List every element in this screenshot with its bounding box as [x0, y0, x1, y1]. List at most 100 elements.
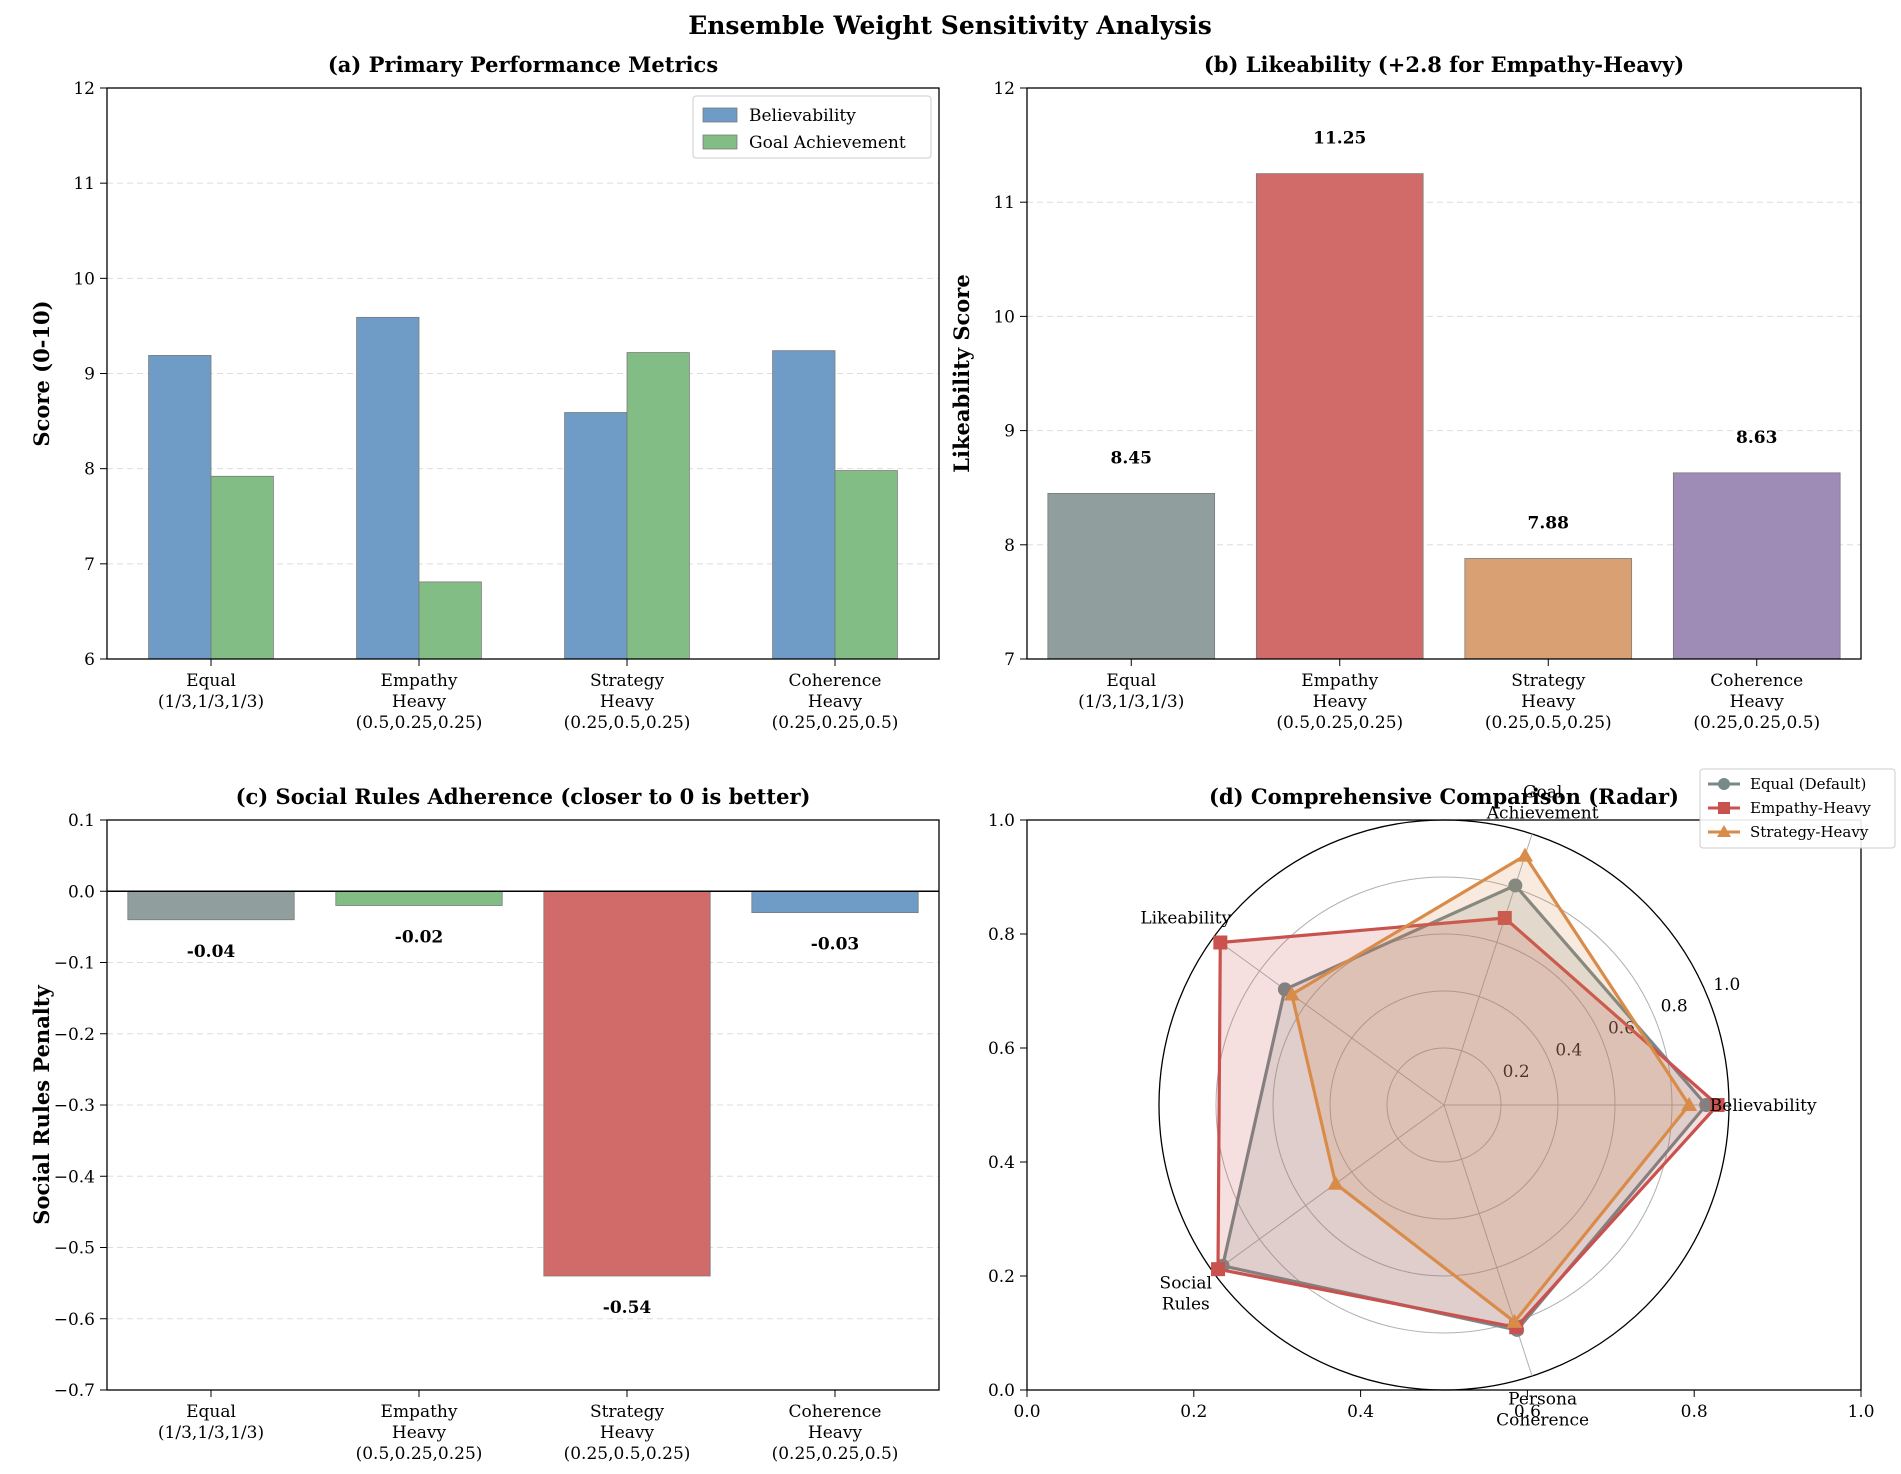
radar-axis-label: Social: [1160, 1274, 1212, 1294]
legend-label: Equal (Default): [1750, 775, 1866, 793]
radar-r-tick-label: 0.4: [1555, 1040, 1582, 1060]
radar-axis-label: Persona: [1508, 1390, 1577, 1410]
bar: [543, 890, 711, 1277]
bar: [1047, 493, 1216, 660]
y-tick-label: 8: [1004, 536, 1015, 556]
y-tick-label: 0.6: [988, 1039, 1015, 1059]
y-tick-label: 9: [1004, 422, 1015, 442]
y-tick-label: 0.1: [68, 811, 95, 831]
x-tick-label: Heavy: [392, 692, 447, 712]
bar: [127, 890, 295, 921]
radar-marker: [1517, 847, 1534, 862]
x-tick-label: (0.5,0.25,0.25): [356, 1444, 483, 1464]
bar-value-label: -0.02: [395, 928, 443, 948]
chart-panel-b: 7 8 9 10 11 12 8.45 11.25 7.88 8.63 Equal(1/3,1/3,…: [949, 52, 1862, 733]
x-tick-label: Heavy: [600, 1423, 655, 1443]
radar-r-tick-label: 0.6: [1608, 1019, 1635, 1039]
bar-value-label: 8.45: [1111, 448, 1152, 468]
radar-marker: [1211, 1262, 1226, 1277]
radar-r-tick-label: 0.8: [1661, 997, 1688, 1017]
x-tick-label: 0.8: [1681, 1402, 1708, 1422]
y-tick-label: 0.0: [988, 1381, 1015, 1401]
y-tick-label: 7: [84, 555, 95, 575]
y-tick-label: 8: [84, 460, 95, 480]
x-tick-label: Heavy: [808, 1423, 863, 1443]
x-tick-label: Heavy: [808, 692, 863, 712]
bar: [626, 352, 690, 660]
legend-marker: [1718, 802, 1730, 814]
radar-axis-label: Likeability: [1140, 908, 1231, 928]
legend-swatch: [702, 107, 738, 123]
y-tick-label: 0.4: [988, 1153, 1015, 1173]
bar: [335, 890, 503, 906]
x-tick-label: Empathy: [381, 671, 458, 691]
radar-marker: [1497, 910, 1512, 925]
bar-value-label: -0.03: [811, 935, 859, 955]
y-tick-label: −0.4: [54, 1167, 95, 1187]
y-tick-label: −0.2: [54, 1025, 95, 1045]
x-tick-label: Heavy: [600, 692, 655, 712]
radar-area: [1291, 855, 1690, 1322]
x-tick-label: Strategy: [1511, 671, 1586, 691]
y-tick-label: −0.5: [54, 1239, 95, 1259]
radar-marker: [1327, 1175, 1344, 1190]
bar: [210, 475, 274, 660]
chart-panel-c: −0.7 −0.6 −0.5 −0.4 −0.3 −0.2 −0.1 0.0 0.1 -0.04 -…: [29, 784, 940, 1464]
x-tick-label: (0.25,0.5,0.25): [564, 713, 691, 733]
y-axis-label: Social Rules Penalty: [29, 985, 54, 1225]
radar-axis-label: Goal: [1523, 782, 1562, 802]
bar: [418, 581, 482, 660]
chart-panel-a: 6 7 8 9 10 11 12 Believability Goal Achievement E…: [29, 52, 940, 733]
chart-panel-d: 0.0 0.2 0.4 0.6 0.8 1.0 0.0 0.2 0.4 0.6 0.8 1.0 0.2 0…: [988, 768, 1896, 1431]
radar-area: [1222, 885, 1707, 1330]
x-tick-label: Coherence: [1710, 671, 1803, 691]
legend-box: [692, 95, 932, 159]
legend-label: Believability: [749, 106, 856, 126]
chart-title: (d) Comprehensive Comparison (Radar): [1209, 784, 1679, 809]
y-tick-label: 1.0: [988, 811, 1015, 831]
x-tick-label: 0.4: [1347, 1402, 1374, 1422]
radar-marker: [1506, 1313, 1523, 1328]
x-tick-label: (1/3,1/3,1/3): [158, 692, 264, 712]
x-tick-label: (0.25,0.25,0.5): [772, 713, 899, 733]
bar-value-label: 8.63: [1736, 428, 1777, 448]
bar: [751, 890, 919, 914]
radar-r-tick-label: 0.2: [1503, 1062, 1530, 1082]
x-tick-label: Strategy: [590, 671, 665, 691]
radar-marker: [1508, 878, 1523, 893]
x-tick-label: Coherence: [789, 671, 882, 691]
legend-marker: [1717, 825, 1731, 837]
y-tick-label: 0.0: [68, 882, 95, 902]
radar-marker: [1213, 935, 1228, 950]
radar-spoke: [1213, 937, 1445, 1106]
chart-title: (b) Likeability (+2.8 for Empathy-Heavy): [1204, 52, 1684, 77]
y-tick-label: −0.3: [54, 1096, 95, 1116]
y-tick-label: 12: [73, 79, 95, 99]
radar-axis-label: Believability: [1710, 1096, 1817, 1116]
y-tick-label: 7: [1004, 650, 1015, 670]
x-tick-label: Equal: [186, 1402, 236, 1422]
bar: [834, 470, 898, 660]
bar: [1672, 472, 1841, 660]
x-tick-label: Heavy: [1313, 692, 1368, 712]
y-tick-label: 11: [73, 174, 95, 194]
radar-axis-label: Coherence: [1496, 1411, 1589, 1431]
radar-axis-label: Achievement: [1486, 803, 1599, 823]
radar-axis-label: Rules: [1162, 1295, 1210, 1315]
x-tick-label: (0.25,0.25,0.5): [1693, 713, 1820, 733]
y-tick-label: 0.8: [988, 925, 1015, 945]
x-tick-label: Equal: [1106, 671, 1156, 691]
x-tick-label: (0.5,0.25,0.25): [1276, 713, 1403, 733]
x-tick-label: 1.0: [1847, 1402, 1874, 1422]
bar-value-label: 7.88: [1528, 514, 1569, 534]
x-tick-label: Empathy: [381, 1402, 458, 1422]
x-tick-label: 0.0: [1013, 1402, 1040, 1422]
x-tick-label: Coherence: [789, 1402, 882, 1422]
legend-swatch: [702, 134, 738, 150]
x-tick-label: (0.25,0.25,0.5): [772, 1444, 899, 1464]
y-tick-label: 6: [84, 650, 95, 670]
legend-label: Goal Achievement: [749, 133, 906, 153]
chart-title: (a) Primary Performance Metrics: [328, 52, 718, 77]
y-axis-label: Score (0-10): [29, 300, 54, 446]
bar: [148, 355, 212, 660]
